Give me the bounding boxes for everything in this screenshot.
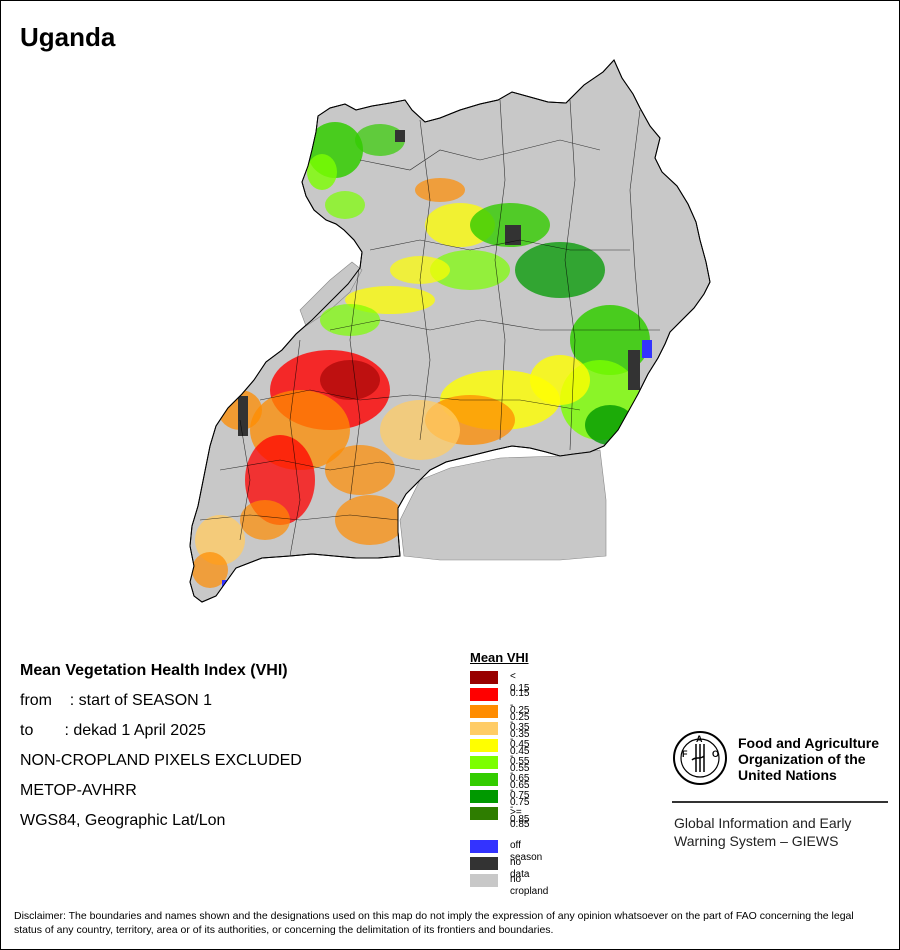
info-to: to : dekad 1 April 2025 [20, 722, 206, 739]
legend: Mean VHI < 0.15 0.15 - 0.25 0.25 - 0.35 0.3… [470, 650, 548, 897]
info-projection: WGS84, Geographic Lat/Lon [20, 812, 226, 829]
legend-swatch [470, 671, 498, 684]
district-boundaries [199, 99, 660, 557]
fao-logo-icon: F A O [673, 731, 727, 785]
giews-line1: Global Information and Early [674, 815, 852, 831]
legend-swatch [470, 773, 498, 786]
info-heading: Mean Vegetation Health Index (VHI) [20, 662, 288, 679]
legend-item: 0.45 - 0.55 [470, 737, 529, 774]
svg-text:A: A [696, 734, 703, 744]
legend-label: off season [510, 840, 543, 863]
legend-swatch [470, 807, 498, 820]
map-title: Uganda [20, 22, 116, 52]
legend-label: 0.65 - 0.75 [510, 773, 530, 808]
legend-swatch [470, 874, 498, 887]
legend-item: 0.15 - 0.25 [470, 686, 529, 723]
disclaimer: Disclaimer: The boundaries and names sho… [14, 910, 854, 936]
legend-label: 0.35 - 0.45 [510, 722, 530, 757]
legend-label: 0.45 - 0.55 [510, 739, 530, 774]
fao-name: Food and Agriculture Organization of the… [738, 735, 879, 783]
legend-item: >= 0.85 [470, 805, 529, 830]
legend-label: < 0.15 [510, 671, 530, 694]
fao-name-line3: United Nations [738, 767, 837, 783]
svg-text:O: O [712, 749, 719, 759]
country-outline [189, 59, 711, 603]
fao-name-line2: Organization of the [738, 751, 866, 767]
legend-item: 0.75 - 0.85 [470, 788, 529, 825]
info-block: Mean Vegetation Health Index (VHI) from … [20, 656, 302, 836]
legend-item: 0.55 - 0.65 [470, 754, 529, 791]
info-sensor: METOP-AVHRR [20, 782, 137, 799]
legend-swatch [470, 705, 498, 718]
legend-swatch [470, 688, 498, 701]
legend-label: no cropland [510, 874, 549, 897]
giews-line2: Warning System – GIEWS [674, 833, 839, 849]
fao-divider [672, 801, 888, 803]
legend-swatch [470, 790, 498, 803]
legend-swatch [470, 739, 498, 752]
vhi-raster [192, 122, 652, 594]
legend-item: no cropland [470, 872, 548, 897]
legend-item: 0.35 - 0.45 [470, 720, 529, 757]
legend-title: Mean VHI [470, 650, 529, 665]
svg-text:F: F [682, 749, 688, 759]
fao-name-line1: Food and Agriculture [738, 735, 880, 751]
legend-swatch [470, 857, 498, 870]
legend-swatch [470, 722, 498, 735]
legend-item: 0.25 - 0.35 [470, 703, 529, 740]
legend-label: 0.15 - 0.25 [510, 688, 530, 723]
info-from: from : start of SEASON 1 [20, 692, 213, 709]
legend-classes: < 0.15 0.15 - 0.25 0.25 - 0.35 0.35 - 0.45 0… [470, 669, 529, 830]
legend-item: no data [470, 855, 529, 880]
legend-item: 0.65 - 0.75 [470, 771, 529, 808]
legend-label: >= 0.85 [510, 807, 530, 830]
legend-label: 0.55 - 0.65 [510, 756, 530, 791]
uganda-vhi-map [189, 59, 711, 603]
legend-label: no data [510, 857, 530, 880]
legend-label: 0.25 - 0.35 [510, 705, 530, 740]
info-cropland: NON-CROPLAND PIXELS EXCLUDED [20, 752, 302, 769]
legend-item: < 0.15 [470, 669, 529, 694]
legend-item: off season [470, 838, 542, 863]
legend-label: 0.75 - 0.85 [510, 790, 530, 825]
lake-albert [299, 261, 363, 327]
giews-text: Global Information and Early Warning Sys… [674, 814, 851, 850]
lake-victoria [399, 449, 607, 561]
legend-swatch [470, 840, 498, 853]
legend-extra: off season no data no cropland [470, 838, 548, 897]
legend-swatch [470, 756, 498, 769]
